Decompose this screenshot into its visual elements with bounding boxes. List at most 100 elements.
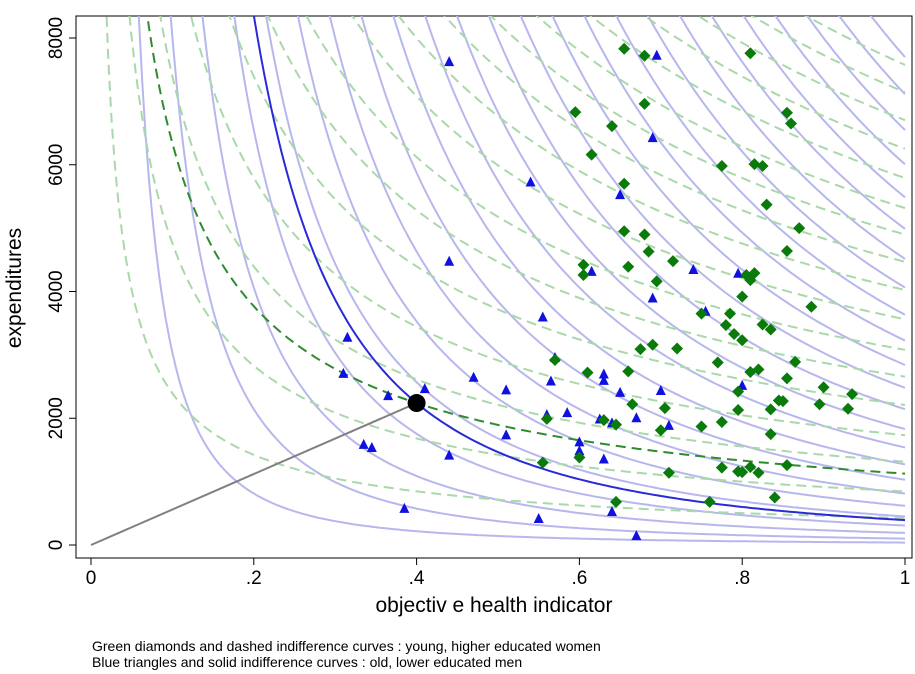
blue-triangle-point: [358, 438, 369, 449]
blue-triangle-point: [525, 176, 536, 187]
green-indifference-curve: [305, 16, 906, 351]
green-diamond-point: [667, 255, 680, 268]
blue-triangle-point: [468, 371, 479, 382]
plot-frame: [75, 15, 913, 559]
green-diamond-point: [610, 495, 623, 508]
green-diamond-point: [744, 47, 757, 60]
green-diamond-point: [793, 222, 806, 235]
green-indifference-curve: [696, 16, 906, 122]
green-diamond-point: [732, 385, 745, 398]
green-indifference-curve: [228, 16, 906, 406]
optimum-point: [407, 394, 426, 413]
green-indifference-curve: [535, 16, 906, 209]
green-diamond-point: [711, 356, 724, 369]
green-diamond-point: [536, 456, 549, 469]
green-indifference-curve: [128, 16, 906, 493]
green-diamond-point: [654, 424, 667, 437]
green-diamond-point: [618, 177, 631, 190]
green-diamond-point: [805, 300, 818, 313]
blue-triangle-point: [631, 530, 642, 541]
green-diamond-point: [703, 495, 716, 508]
blue-triangle-point: [574, 436, 585, 447]
blue-triangle-point: [383, 390, 394, 401]
blue-triangle-point: [586, 265, 597, 276]
green-indifference-curve: [189, 16, 906, 437]
green-diamond-point: [638, 97, 651, 110]
green-diamond-point: [764, 403, 777, 416]
green-diamond-point: [646, 338, 659, 351]
blue-triangle-point: [615, 189, 626, 200]
green-diamond-point: [605, 120, 618, 133]
green-diamond-point: [618, 225, 631, 238]
green-diamond-point: [548, 353, 561, 366]
green-diamond-point: [748, 158, 761, 171]
blue-triangle-point: [598, 368, 609, 379]
x-axis: 0 .2 .4 .6 .8 1: [86, 557, 910, 589]
green-indifference-curve: [443, 16, 906, 263]
x-tick-label: .2: [246, 568, 262, 589]
y-axis-label: expenditures: [3, 228, 26, 348]
green-diamond-point: [789, 355, 802, 368]
blue-triangle-point: [366, 442, 377, 453]
green-diamond-point: [768, 491, 781, 504]
highlighted-curves: [91, 16, 906, 546]
green-diamond-point: [695, 420, 708, 433]
green-indifference-curve: [351, 16, 906, 321]
blue-triangle-point: [444, 255, 455, 266]
x-axis-label: objectiv e health indicator: [376, 594, 613, 617]
green-diamond-point: [610, 418, 623, 431]
blue-triangle-point: [655, 384, 666, 395]
x-tick-label: .8: [734, 568, 750, 589]
blue-triangle-point: [533, 513, 544, 524]
blue-triangle-point: [574, 445, 585, 456]
green-diamond-point: [728, 327, 741, 340]
x-tick-label: .4: [409, 568, 425, 589]
green-diamond-point: [817, 381, 830, 394]
green-diamond-point: [638, 228, 651, 241]
green-diamond-point: [736, 466, 749, 479]
green-diamond-point: [638, 49, 651, 62]
green-main-indifference-curve: [146, 16, 906, 475]
blue-triangle-point: [615, 386, 626, 397]
green-indifference-curve: [159, 16, 906, 463]
green-diamond-point: [756, 160, 769, 173]
green-diamond-point: [622, 365, 635, 378]
blue-triangle-point: [651, 49, 662, 60]
green-diamond-point: [780, 459, 793, 472]
green-diamond-point: [626, 398, 639, 411]
green-diamond-point: [732, 404, 745, 417]
green-diamond-point: [577, 258, 590, 271]
green-diamond-point: [744, 461, 757, 474]
green-diamond-point: [573, 451, 586, 464]
blue-triangle-point: [562, 407, 573, 418]
y-tick-label: 4000: [46, 270, 67, 312]
green-diamond-point: [671, 342, 684, 355]
blue-triangle-point: [342, 331, 353, 342]
blue-triangle-point: [663, 419, 674, 430]
blue-triangle-point: [399, 502, 410, 513]
green-diamond-point: [736, 290, 749, 303]
x-tick-label: .6: [571, 568, 587, 589]
footnote-line-1: Green diamonds and dashed indifference c…: [92, 638, 601, 654]
blue-triangle-point: [598, 374, 609, 385]
green-diamond-point: [736, 334, 749, 347]
green-diamond-point: [540, 412, 553, 425]
green-diamond-point: [776, 395, 789, 408]
green-diamond-point: [634, 343, 647, 356]
green-diamond-point: [813, 398, 826, 411]
blue-triangle-point: [501, 429, 512, 440]
blue-triangle-point: [537, 311, 548, 322]
green-diamond-point: [846, 388, 859, 401]
y-tick-label: 2000: [46, 397, 67, 439]
green-diamond-point: [842, 402, 855, 415]
blue-triangle-point: [545, 375, 556, 386]
green-diamond-point: [760, 198, 773, 211]
green-diamond-point: [756, 318, 769, 331]
green-diamond-point: [723, 307, 736, 320]
blue-triangle-point: [444, 449, 455, 460]
green-diamond-point: [715, 416, 728, 429]
green-diamond-point: [597, 414, 610, 427]
x-tick-label: 0: [86, 568, 97, 589]
y-tick-label: 8000: [46, 17, 67, 59]
